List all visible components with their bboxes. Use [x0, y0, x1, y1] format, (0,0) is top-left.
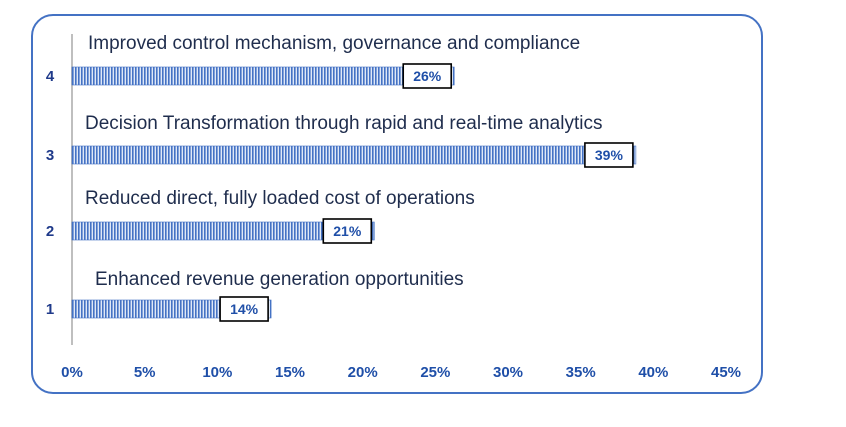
x-tick-label: 15%: [275, 364, 305, 381]
x-tick-label: 45%: [711, 364, 741, 381]
x-tick-label: 5%: [134, 364, 156, 381]
bar-4: [71, 66, 455, 86]
value-label-3: 39%: [595, 147, 624, 163]
row-number-1: 1: [46, 301, 54, 318]
x-tick-label: 20%: [348, 364, 378, 381]
value-label-box-4: [402, 63, 453, 89]
category-label-1: Enhanced revenue generation opportunitie…: [95, 269, 464, 290]
value-label-4: 26%: [413, 68, 442, 84]
x-tick-label: 35%: [566, 364, 596, 381]
value-label-box-2: [322, 218, 373, 244]
category-label-3: Decision Transformation through rapid an…: [85, 113, 602, 134]
x-tick-label: 10%: [202, 364, 232, 381]
value-label-2: 21%: [333, 223, 362, 239]
x-tick-label: 0%: [61, 364, 83, 381]
category-label-2: Reduced direct, fully loaded cost of ope…: [85, 188, 475, 209]
row-number-3: 3: [46, 147, 54, 164]
row-number-4: 4: [46, 68, 55, 85]
bar-3: [71, 145, 637, 165]
row-number-2: 2: [46, 223, 54, 240]
x-tick-label: 30%: [493, 364, 523, 381]
value-label-box-3: [584, 142, 634, 168]
bar-2: [71, 221, 375, 241]
category-label-4: Improved control mechanism, governance a…: [88, 33, 580, 54]
value-label-box-1: [219, 296, 269, 322]
x-tick-label: 25%: [420, 364, 450, 381]
value-label-1: 14%: [230, 301, 259, 317]
x-tick-label: 40%: [638, 364, 668, 381]
chart-frame: [31, 14, 763, 394]
